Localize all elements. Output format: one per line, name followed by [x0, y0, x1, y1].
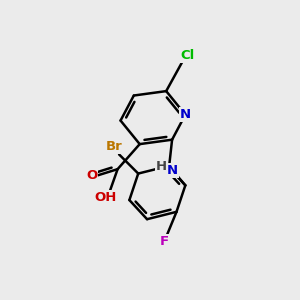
Text: O: O — [86, 169, 97, 182]
Text: N: N — [167, 164, 178, 177]
Text: Cl: Cl — [181, 49, 195, 62]
Text: Br: Br — [105, 140, 122, 153]
Text: N: N — [180, 108, 191, 121]
Text: H: H — [156, 160, 167, 173]
Text: OH: OH — [94, 190, 117, 204]
Text: F: F — [160, 235, 169, 248]
